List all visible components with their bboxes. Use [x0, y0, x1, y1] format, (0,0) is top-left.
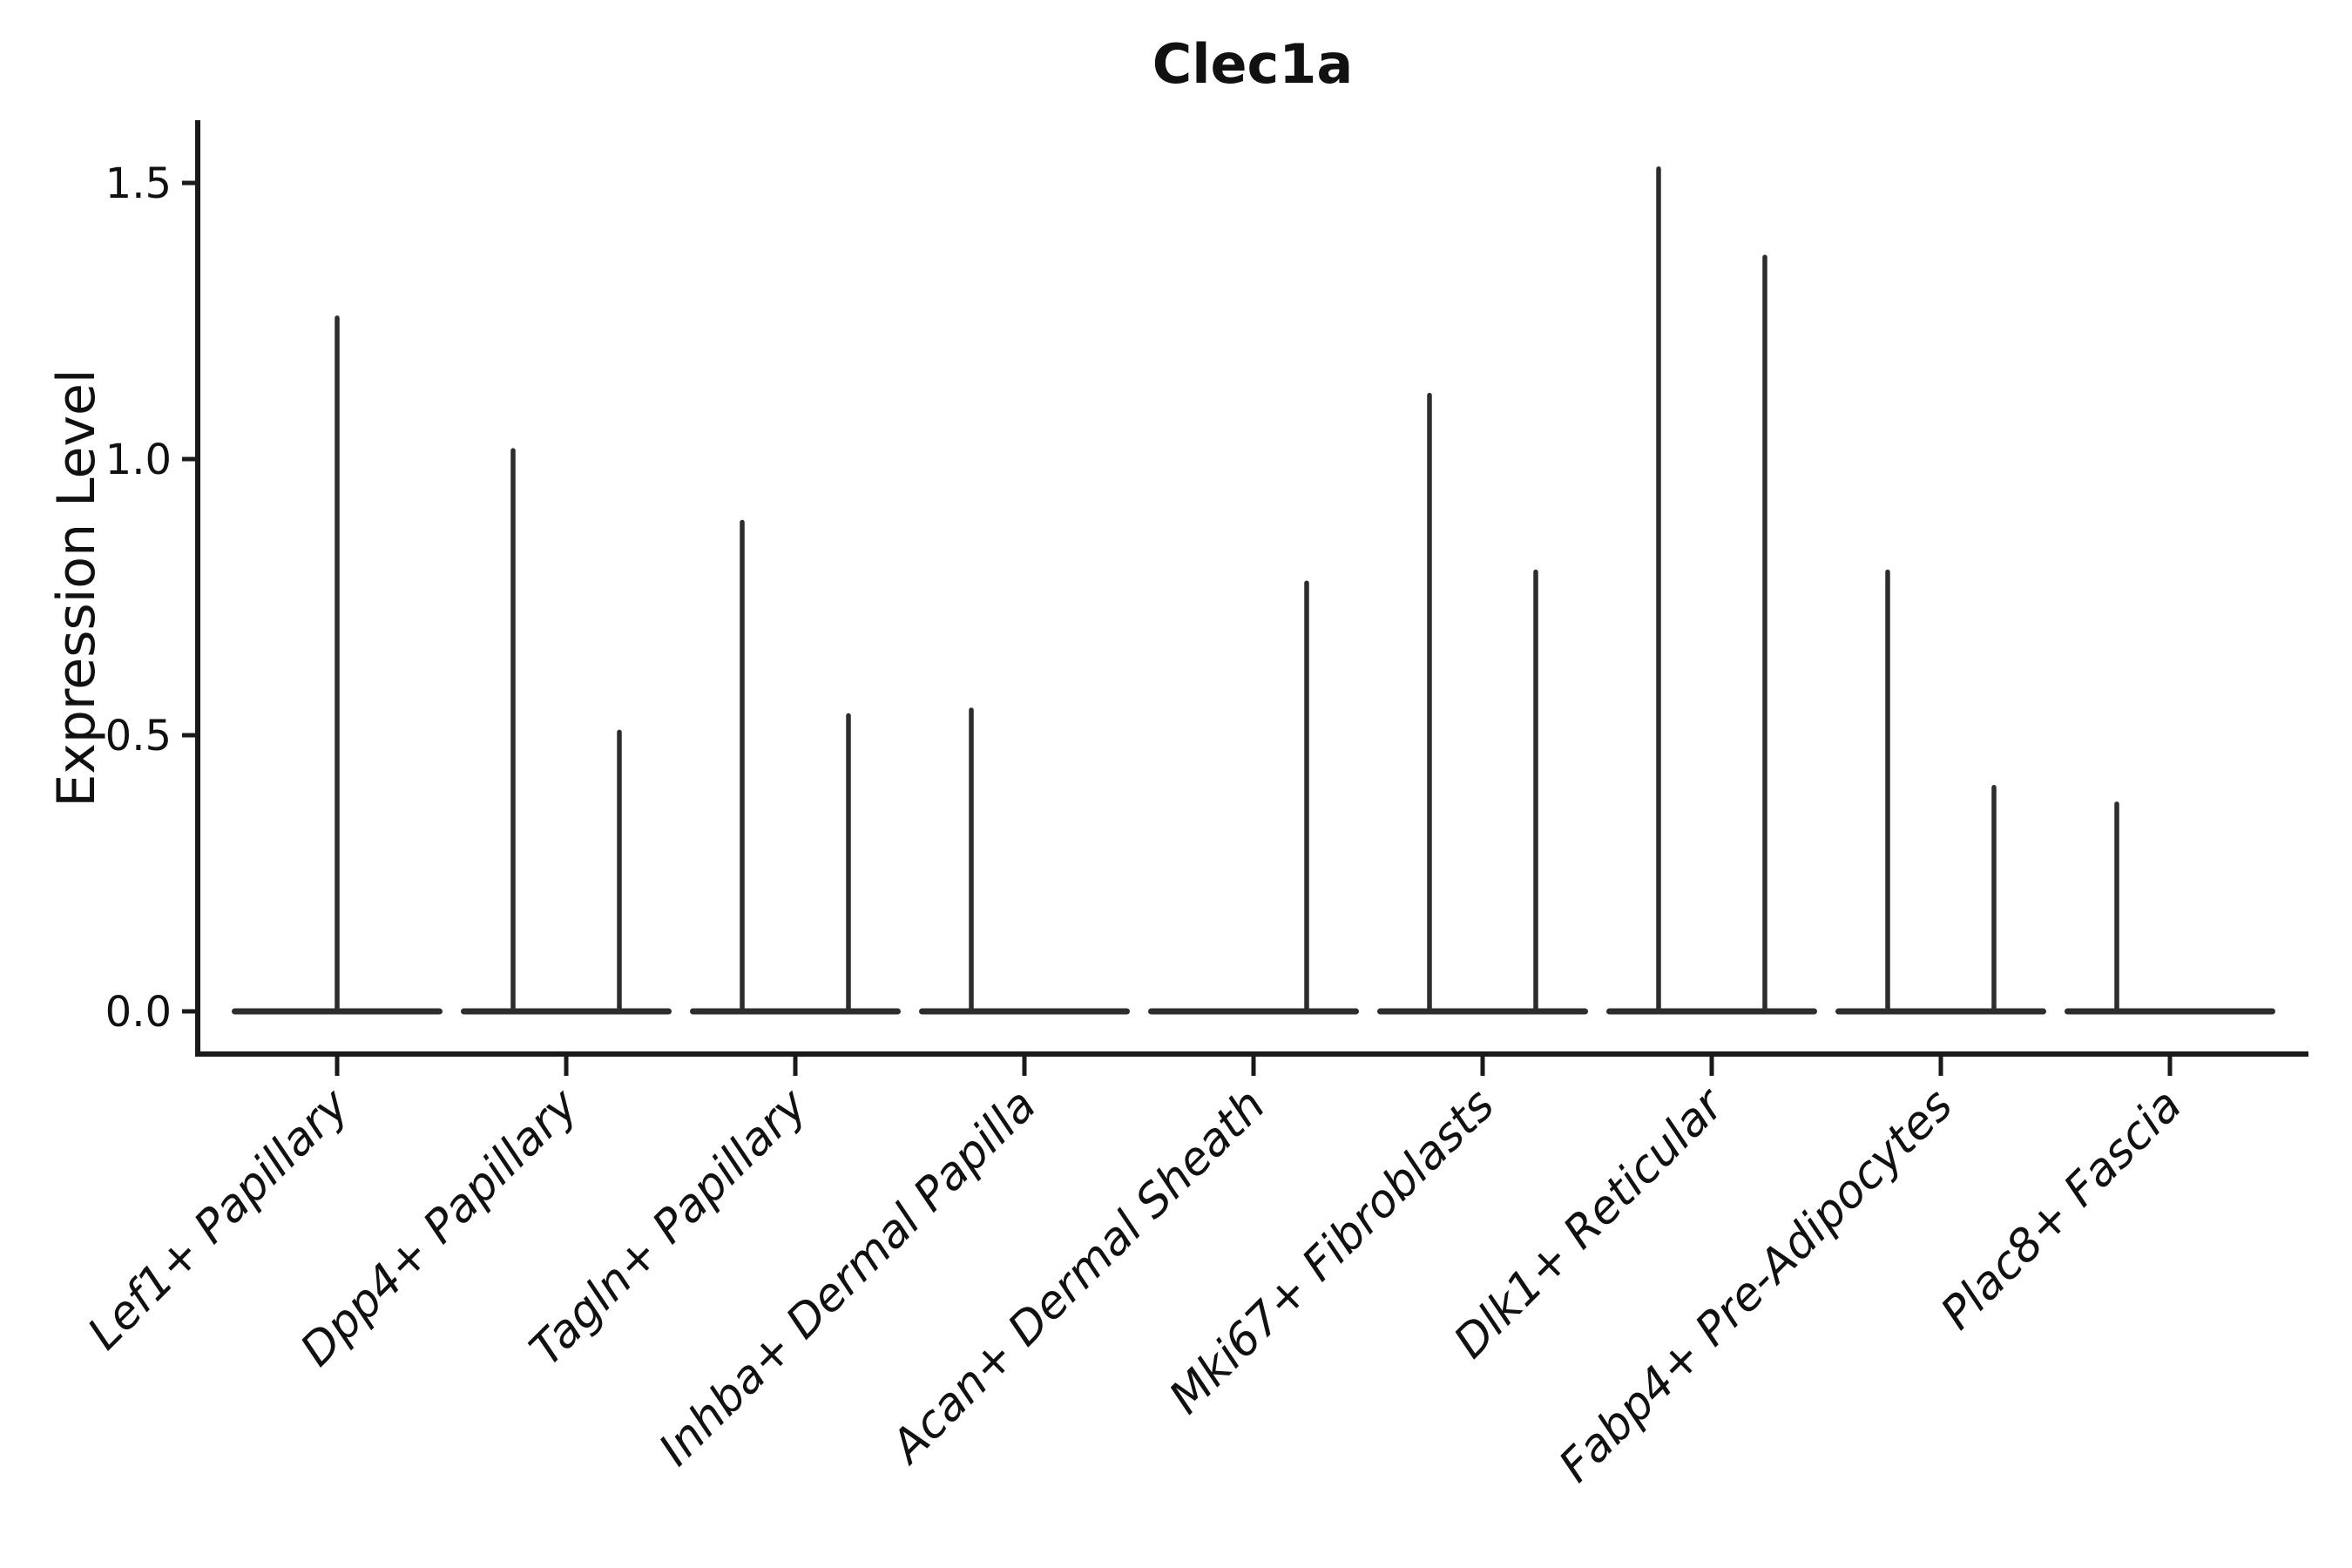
violin-spike: [2114, 801, 2119, 1011]
violin-spike: [1656, 166, 1661, 1012]
y-tick-label: 1.0: [105, 436, 172, 484]
x-tick: [793, 1057, 798, 1076]
violin-spike: [335, 315, 340, 1011]
violin-spike: [1885, 569, 1890, 1011]
x-tick: [1251, 1057, 1256, 1076]
x-tick: [564, 1057, 569, 1076]
violin-spike: [1991, 785, 1997, 1011]
x-tick: [1938, 1057, 1943, 1076]
x-tick: [2167, 1057, 2173, 1076]
violin-spike: [510, 448, 516, 1011]
violin-baseline: [461, 1008, 672, 1015]
violin-spike: [740, 519, 745, 1011]
y-tick-label: 0.5: [105, 712, 172, 760]
x-axis-spine: [195, 1051, 2308, 1057]
violin-spike: [1533, 569, 1538, 1011]
y-tick: [182, 733, 195, 738]
x-tick: [335, 1057, 340, 1076]
violin-baseline: [1835, 1008, 2046, 1015]
chart-title: Clec1a: [1152, 32, 1354, 96]
violin-layer: [232, 166, 2275, 1015]
y-axis-label: Expression Level: [46, 368, 107, 807]
x-tick-label: Inhba+ Dermal Papilla: [649, 1079, 1046, 1477]
violin-baseline: [2065, 1008, 2275, 1015]
y-tick: [182, 456, 195, 462]
y-tick-label: 1.5: [105, 159, 172, 208]
x-tick-label: Acan+ Dermal Sheath: [880, 1079, 1275, 1475]
violin-spike: [617, 729, 622, 1011]
violin-baseline: [1377, 1008, 1588, 1015]
x-tick: [1709, 1057, 1714, 1076]
y-tick-label: 0.0: [105, 988, 172, 1037]
violin-spike: [969, 707, 974, 1011]
x-tick: [1480, 1057, 1485, 1076]
y-tick: [182, 180, 195, 186]
x-tick: [1022, 1057, 1027, 1076]
violin-baseline: [690, 1008, 901, 1015]
y-axis-spine: [195, 120, 200, 1057]
violin-spike: [1304, 580, 1309, 1011]
violin-baseline: [1606, 1008, 1817, 1015]
violin-spike: [846, 713, 851, 1011]
violin-baseline: [919, 1008, 1130, 1015]
x-tick-label: Fabp4+ Pre-Adipocytes: [1550, 1079, 1963, 1493]
y-tick: [182, 1009, 195, 1014]
violin-spike: [1762, 254, 1767, 1011]
violin-spike: [1427, 392, 1432, 1011]
x-tick-label: Plac8+ Fascia: [1931, 1079, 2192, 1340]
violin-baseline: [1148, 1008, 1359, 1015]
